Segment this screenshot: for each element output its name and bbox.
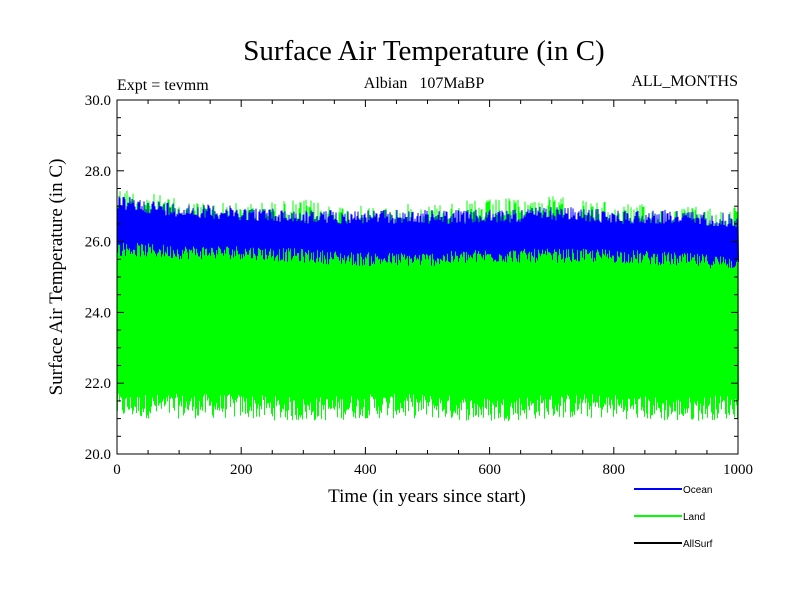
y-tick-label: 26.0: [85, 235, 111, 251]
x-tick-label: 200: [230, 462, 253, 478]
y-tick-label: 20.0: [85, 447, 111, 463]
months-label: ALL_MONTHS: [631, 73, 738, 90]
plot-series: [116, 190, 739, 422]
legend: Ocean Land AllSurf: [634, 485, 713, 550]
legend-label-land: Land: [683, 512, 705, 523]
period-label: Albian 107MaBP: [364, 75, 485, 92]
x-tick-label: 400: [354, 462, 377, 478]
x-tick-label: 1000: [723, 462, 753, 478]
legend-label-ocean: Ocean: [683, 485, 712, 496]
chart-title: Surface Air Temperature (in C): [243, 35, 604, 67]
series-line-ocean: [116, 196, 739, 269]
experiment-label: Expt = tevmm: [117, 77, 209, 94]
x-tick-label: 0: [113, 462, 121, 478]
y-axis-label: Surface Air Temperature (in C): [46, 159, 67, 396]
y-tick-label: 30.0: [85, 93, 111, 109]
x-axis-label: Time (in years since start): [328, 486, 526, 507]
y-tick-label: 22.0: [85, 376, 111, 392]
x-tick-label: 800: [603, 462, 626, 478]
legend-label-allsurf: AllSurf: [683, 539, 713, 550]
x-axis: 0 200 400 600 800 1000: [113, 100, 753, 478]
y-tick-label: 24.0: [85, 305, 111, 321]
x-tick-label: 600: [478, 462, 501, 478]
y-axis: 20.0 22.0 24.0 26.0 28.0 30.0: [85, 93, 738, 463]
y-tick-label: 28.0: [85, 164, 111, 180]
